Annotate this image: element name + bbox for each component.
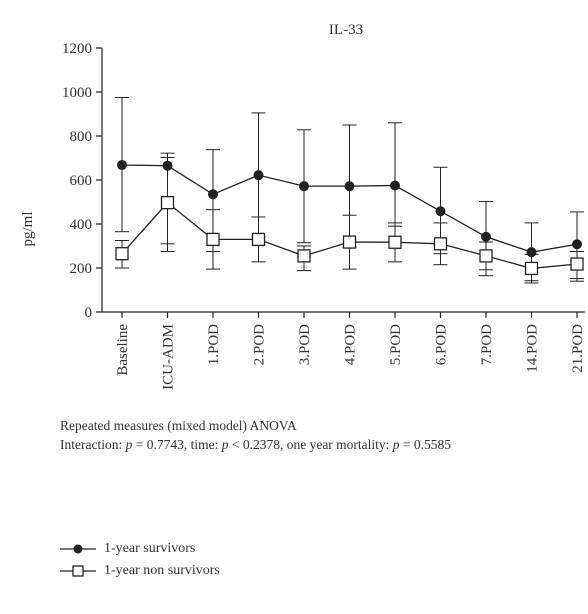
data-point	[342, 235, 357, 249]
data-point	[253, 170, 264, 181]
data-point	[115, 247, 129, 261]
data-point	[479, 249, 493, 263]
x-tick-label: 4.POD	[343, 324, 359, 365]
x-tick-label: Baseline	[115, 324, 131, 376]
data-point	[251, 232, 266, 247]
y-tick-label: 200	[70, 261, 93, 277]
note-text-b: = 0.7743, time:	[132, 437, 222, 452]
y-axis-label: pg/ml	[20, 211, 36, 246]
legend-item-non-survivors: 1-year non survivors	[60, 561, 220, 581]
x-tick-label: ICU-ADM	[161, 324, 177, 390]
x-tick-label: 2.POD	[252, 324, 268, 365]
x-tick-label: 3.POD	[297, 324, 313, 365]
data-point	[344, 181, 355, 192]
data-point	[572, 239, 582, 250]
data-point	[299, 181, 309, 192]
x-tick-label: 5.POD	[388, 324, 404, 365]
series-layer	[115, 97, 584, 284]
note-text-a: Interaction:	[60, 437, 126, 452]
x-tick-label: 6.POD	[434, 324, 450, 365]
data-point	[388, 235, 402, 249]
filled-circle-marker-icon	[60, 544, 96, 554]
x-tick-label: 1.POD	[206, 324, 222, 365]
data-point	[524, 261, 539, 276]
chart-title: IL-33	[329, 22, 363, 38]
x-tick-label: 7.POD	[479, 324, 495, 365]
data-point	[433, 237, 448, 251]
open-square-marker-icon	[60, 565, 96, 577]
note-p3: p	[392, 437, 400, 452]
y-tick-label: 400	[70, 217, 93, 233]
data-point	[481, 231, 491, 242]
y-tick-label: 1200	[62, 41, 92, 57]
y-tick-label: 800	[70, 129, 93, 145]
chart: IL-33 pg/ml 0 200 400 600 800 1000 1200 Baselin…	[20, 22, 586, 390]
data-point	[435, 206, 446, 217]
data-point	[208, 189, 218, 200]
p-values-note: Interaction: p = 0.7743, time: p < 0.237…	[60, 437, 451, 453]
x-tick-label: 14.POD	[525, 324, 541, 373]
legend-item-survivors: 1-year survivors	[60, 539, 195, 559]
note-p2: p	[221, 437, 229, 452]
note-text-c: < 0.2378, one year mortality:	[228, 437, 393, 452]
note-p1: p	[125, 437, 133, 452]
y-tick-label: 0	[85, 305, 93, 321]
data-point	[297, 249, 311, 263]
y-tick-label: 1000	[62, 85, 92, 101]
data-point	[206, 232, 220, 247]
y-tick-label: 600	[70, 173, 93, 189]
anova-note: Repeated measures (mixed model) ANOVA	[60, 418, 297, 433]
data-point	[570, 257, 584, 271]
x-tick-label: 21.POD	[570, 324, 586, 373]
legend-label-survivors: 1-year survivors	[104, 541, 196, 556]
legend-label-non-survivors: 1-year non survivors	[104, 563, 220, 578]
data-point	[160, 196, 175, 210]
data-point	[117, 160, 127, 171]
axes: 0 200 400 600 800 1000 1200 Baseline ICU-ADM 1.PO…	[62, 41, 586, 390]
series-1	[115, 157, 584, 284]
note-text-d: = 0.5585	[399, 437, 452, 452]
data-point	[390, 180, 400, 191]
